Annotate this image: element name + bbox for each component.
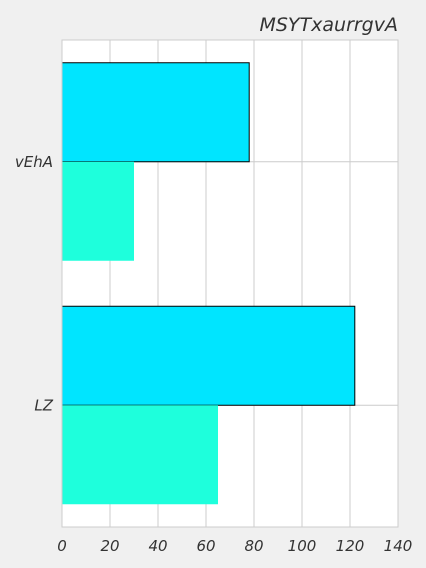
bar-series-2-LZ bbox=[62, 405, 218, 505]
x-tick-label: 80 bbox=[244, 537, 263, 555]
x-tick-labels: 0 20 40 60 80 100 120 140 bbox=[57, 537, 412, 555]
x-tick-label: 140 bbox=[384, 537, 413, 555]
y-tick-label: LZ bbox=[34, 396, 53, 414]
y-tick-label: vEhA bbox=[15, 153, 53, 171]
x-tick-label: 40 bbox=[148, 537, 167, 555]
plot-frame bbox=[61, 39, 399, 528]
bar-series-1-vEhA bbox=[61, 62, 250, 163]
x-tick-label: 60 bbox=[196, 537, 215, 555]
bars bbox=[61, 62, 356, 505]
bar-series-1-LZ bbox=[61, 305, 356, 406]
bar-series-2-vEhA bbox=[62, 161, 134, 261]
chart-title: MSYTxaurrgvA bbox=[259, 14, 398, 36]
x-tick-label: 0 bbox=[57, 537, 67, 555]
x-tick-label: 100 bbox=[288, 537, 317, 555]
x-tick-label: 20 bbox=[100, 537, 119, 555]
y-tick-labels: vEhA LZ bbox=[15, 153, 54, 415]
x-tick-label: 120 bbox=[336, 537, 365, 555]
